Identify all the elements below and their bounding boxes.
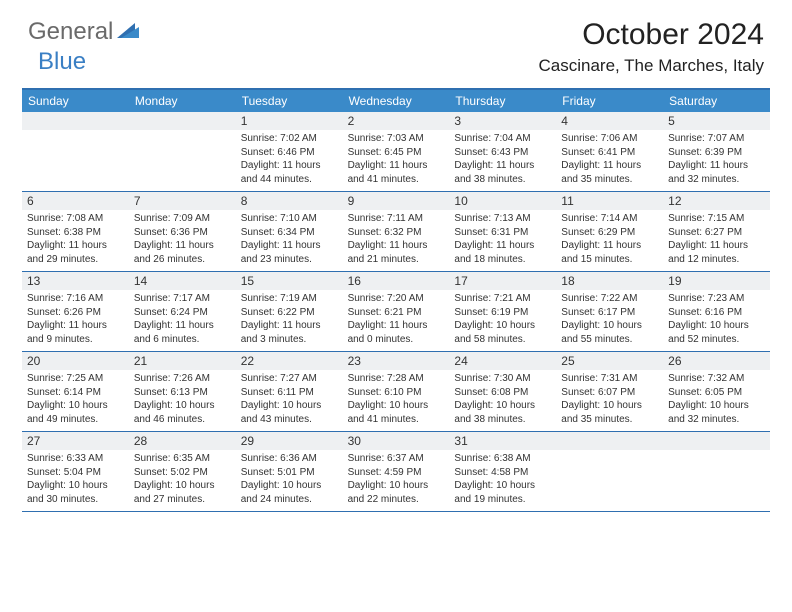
day-number: 15 xyxy=(236,272,343,290)
day-cell: Sunrise: 7:20 AMSunset: 6:21 PMDaylight:… xyxy=(343,290,450,351)
day-number: 4 xyxy=(556,112,663,130)
logo-text-blue: Blue xyxy=(38,48,86,75)
day-number: 16 xyxy=(343,272,450,290)
weekday-monday: Monday xyxy=(129,90,236,112)
day-number: 28 xyxy=(129,432,236,450)
day-cell: Sunrise: 7:32 AMSunset: 6:05 PMDaylight:… xyxy=(663,370,770,431)
day-number: 5 xyxy=(663,112,770,130)
day-number: 8 xyxy=(236,192,343,210)
day-number: 7 xyxy=(129,192,236,210)
day-cell xyxy=(22,130,129,191)
month-title: October 2024 xyxy=(539,18,765,52)
weekday-thursday: Thursday xyxy=(449,90,556,112)
day-number xyxy=(129,112,236,130)
weekday-row: SundayMondayTuesdayWednesdayThursdayFrid… xyxy=(22,90,770,112)
day-cell: Sunrise: 7:25 AMSunset: 6:14 PMDaylight:… xyxy=(22,370,129,431)
location: Cascinare, The Marches, Italy xyxy=(539,56,765,76)
day-number: 11 xyxy=(556,192,663,210)
day-cell: Sunrise: 7:09 AMSunset: 6:36 PMDaylight:… xyxy=(129,210,236,271)
weekday-wednesday: Wednesday xyxy=(343,90,450,112)
day-cell: Sunrise: 7:23 AMSunset: 6:16 PMDaylight:… xyxy=(663,290,770,351)
day-cell: Sunrise: 7:27 AMSunset: 6:11 PMDaylight:… xyxy=(236,370,343,431)
day-cell xyxy=(556,450,663,511)
day-cell: Sunrise: 7:30 AMSunset: 6:08 PMDaylight:… xyxy=(449,370,556,431)
day-number: 18 xyxy=(556,272,663,290)
day-number: 12 xyxy=(663,192,770,210)
day-number: 25 xyxy=(556,352,663,370)
day-number: 21 xyxy=(129,352,236,370)
day-number: 30 xyxy=(343,432,450,450)
day-cell: Sunrise: 7:31 AMSunset: 6:07 PMDaylight:… xyxy=(556,370,663,431)
header: General October 2024 Cascinare, The Marc… xyxy=(0,0,792,82)
weekday-friday: Friday xyxy=(556,90,663,112)
day-number: 2 xyxy=(343,112,450,130)
week-row: 13141516171819 Sunrise: 7:16 AMSunset: 6:… xyxy=(22,272,770,352)
day-cell: Sunrise: 7:26 AMSunset: 6:13 PMDaylight:… xyxy=(129,370,236,431)
day-number xyxy=(663,432,770,450)
day-cell: Sunrise: 7:16 AMSunset: 6:26 PMDaylight:… xyxy=(22,290,129,351)
weekday-saturday: Saturday xyxy=(663,90,770,112)
logo-triangle-icon xyxy=(117,21,139,44)
day-cell: Sunrise: 7:28 AMSunset: 6:10 PMDaylight:… xyxy=(343,370,450,431)
day-cell xyxy=(129,130,236,191)
day-number: 17 xyxy=(449,272,556,290)
day-cell: Sunrise: 7:13 AMSunset: 6:31 PMDaylight:… xyxy=(449,210,556,271)
day-cell: Sunrise: 7:04 AMSunset: 6:43 PMDaylight:… xyxy=(449,130,556,191)
title-block: October 2024 Cascinare, The Marches, Ita… xyxy=(539,18,765,76)
day-cell: Sunrise: 6:37 AMSunset: 4:59 PMDaylight:… xyxy=(343,450,450,511)
day-number: 19 xyxy=(663,272,770,290)
day-cell: Sunrise: 7:19 AMSunset: 6:22 PMDaylight:… xyxy=(236,290,343,351)
day-number: 1 xyxy=(236,112,343,130)
day-number: 10 xyxy=(449,192,556,210)
week-row: 2728293031 Sunrise: 6:33 AMSunset: 5:04 … xyxy=(22,432,770,512)
day-cell: Sunrise: 7:03 AMSunset: 6:45 PMDaylight:… xyxy=(343,130,450,191)
day-cell: Sunrise: 6:38 AMSunset: 4:58 PMDaylight:… xyxy=(449,450,556,511)
logo-text-general: General xyxy=(28,18,113,46)
day-cell: Sunrise: 7:14 AMSunset: 6:29 PMDaylight:… xyxy=(556,210,663,271)
logo-blue-wrap: Blue xyxy=(38,48,86,76)
day-number: 22 xyxy=(236,352,343,370)
day-cell: Sunrise: 7:15 AMSunset: 6:27 PMDaylight:… xyxy=(663,210,770,271)
day-number: 29 xyxy=(236,432,343,450)
day-cell: Sunrise: 7:21 AMSunset: 6:19 PMDaylight:… xyxy=(449,290,556,351)
day-number: 3 xyxy=(449,112,556,130)
logo: General xyxy=(28,18,141,46)
day-number xyxy=(556,432,663,450)
calendar: SundayMondayTuesdayWednesdayThursdayFrid… xyxy=(22,88,770,512)
day-number xyxy=(22,112,129,130)
day-cell: Sunrise: 7:10 AMSunset: 6:34 PMDaylight:… xyxy=(236,210,343,271)
day-number: 14 xyxy=(129,272,236,290)
day-number: 13 xyxy=(22,272,129,290)
day-cell xyxy=(663,450,770,511)
day-cell: Sunrise: 6:36 AMSunset: 5:01 PMDaylight:… xyxy=(236,450,343,511)
day-cell: Sunrise: 7:06 AMSunset: 6:41 PMDaylight:… xyxy=(556,130,663,191)
day-number: 23 xyxy=(343,352,450,370)
day-number: 26 xyxy=(663,352,770,370)
day-cell: Sunrise: 7:08 AMSunset: 6:38 PMDaylight:… xyxy=(22,210,129,271)
day-cell: Sunrise: 7:17 AMSunset: 6:24 PMDaylight:… xyxy=(129,290,236,351)
week-row: 6789101112 Sunrise: 7:08 AMSunset: 6:38 P… xyxy=(22,192,770,272)
weekday-sunday: Sunday xyxy=(22,90,129,112)
weekday-tuesday: Tuesday xyxy=(236,90,343,112)
day-cell: Sunrise: 7:02 AMSunset: 6:46 PMDaylight:… xyxy=(236,130,343,191)
week-row: 20212223242526 Sunrise: 7:25 AMSunset: 6:… xyxy=(22,352,770,432)
day-number: 31 xyxy=(449,432,556,450)
day-number: 24 xyxy=(449,352,556,370)
day-cell: Sunrise: 6:35 AMSunset: 5:02 PMDaylight:… xyxy=(129,450,236,511)
day-number: 9 xyxy=(343,192,450,210)
week-row: 12345 Sunrise: 7:02 AMSunset: 6:46 PMDay… xyxy=(22,112,770,192)
day-number: 27 xyxy=(22,432,129,450)
day-cell: Sunrise: 6:33 AMSunset: 5:04 PMDaylight:… xyxy=(22,450,129,511)
day-number: 20 xyxy=(22,352,129,370)
weeks-container: 12345 Sunrise: 7:02 AMSunset: 6:46 PMDay… xyxy=(22,112,770,512)
day-cell: Sunrise: 7:11 AMSunset: 6:32 PMDaylight:… xyxy=(343,210,450,271)
day-number: 6 xyxy=(22,192,129,210)
day-cell: Sunrise: 7:22 AMSunset: 6:17 PMDaylight:… xyxy=(556,290,663,351)
day-cell: Sunrise: 7:07 AMSunset: 6:39 PMDaylight:… xyxy=(663,130,770,191)
